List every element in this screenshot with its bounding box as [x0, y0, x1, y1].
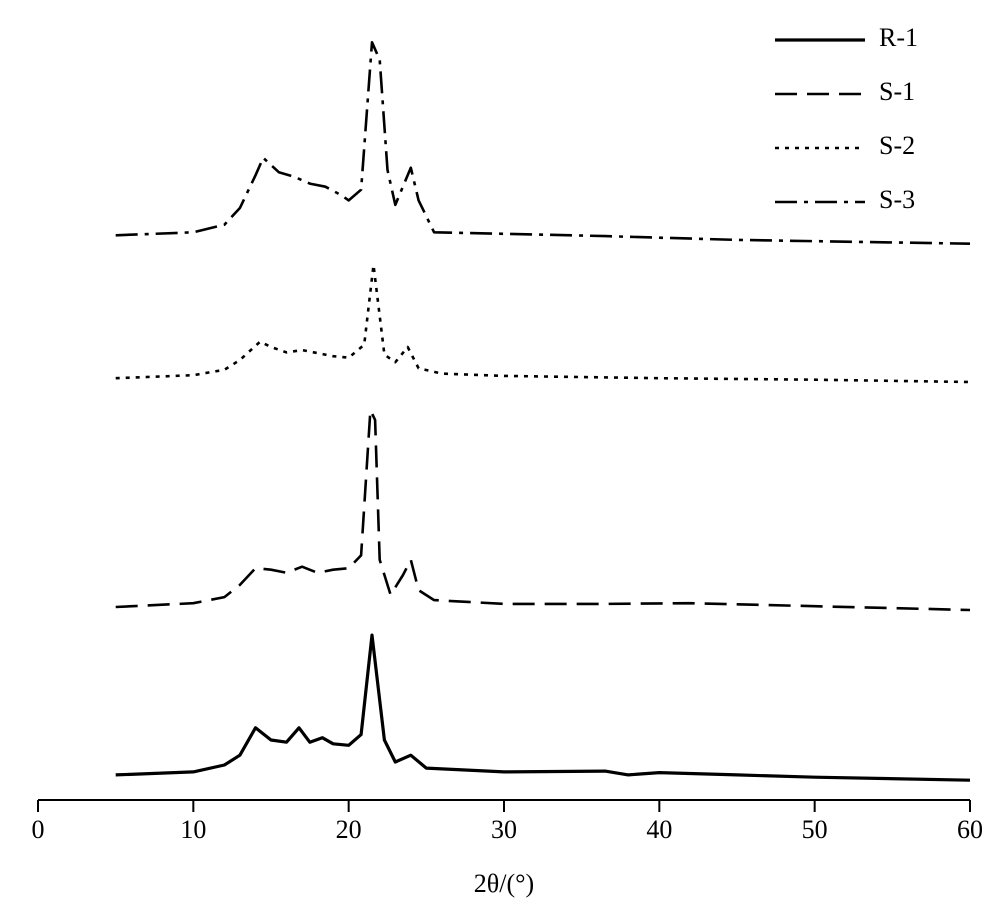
x-tick-label: 0: [32, 815, 45, 844]
data-line: [115, 41, 971, 245]
x-tick-label: 60: [957, 815, 983, 844]
data-line: [115, 408, 971, 612]
x-tick-label: 20: [336, 815, 362, 844]
x-tick-label: 10: [180, 815, 206, 844]
data-line: [115, 263, 971, 384]
x-axis-label: 2θ/(°): [474, 869, 534, 898]
x-tick-label: 50: [802, 815, 828, 844]
legend-label: R-1: [879, 23, 918, 52]
x-tick-label: 40: [646, 815, 672, 844]
x-tick-label: 30: [491, 815, 517, 844]
data-line: [115, 633, 971, 782]
legend-label: S-1: [879, 77, 915, 106]
legend-label: S-2: [879, 131, 915, 160]
legend-label: S-3: [879, 185, 915, 214]
